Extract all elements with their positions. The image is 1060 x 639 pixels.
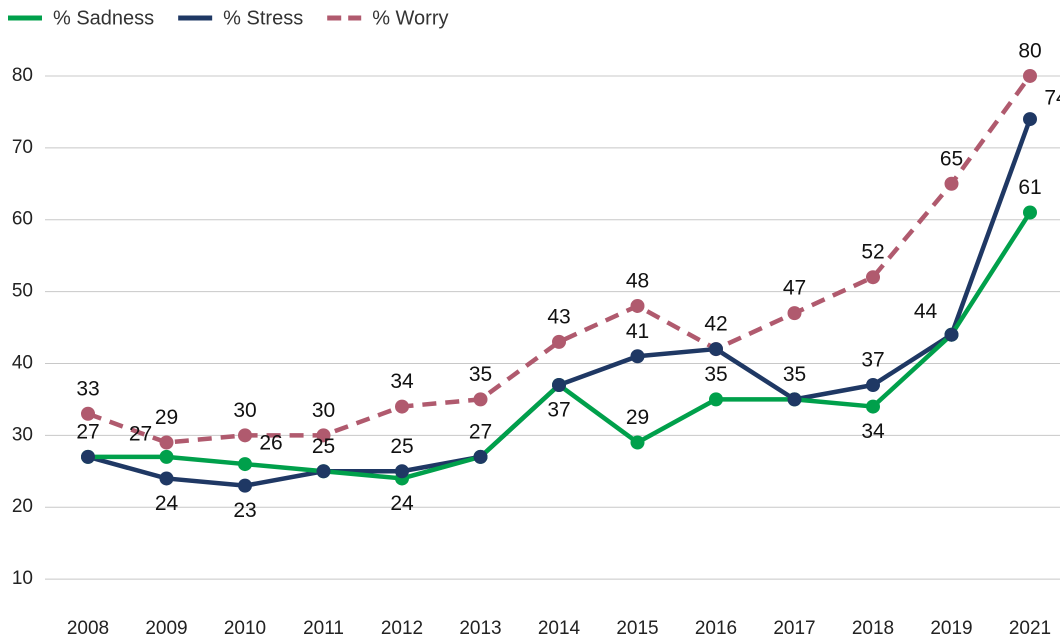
- x-tick-label: 2018: [852, 618, 894, 639]
- data-point: [709, 342, 723, 357]
- data-label: 43: [547, 305, 570, 328]
- data-label: 26: [259, 432, 282, 455]
- data-label: 29: [626, 406, 649, 429]
- data-label: 65: [940, 147, 963, 170]
- data-point: [159, 449, 174, 464]
- data-label: 30: [233, 399, 256, 422]
- data-label: 37: [547, 399, 570, 422]
- data-label: 41: [626, 320, 649, 343]
- data-point: [473, 392, 488, 407]
- data-point: [552, 334, 566, 349]
- data-point: [238, 478, 252, 493]
- x-tick-label: 2016: [695, 618, 737, 639]
- data-point: [81, 406, 95, 421]
- x-tick-label: 2011: [303, 618, 344, 639]
- data-label: 29: [155, 406, 178, 429]
- data-label: 23: [233, 499, 256, 522]
- data-label: 44: [914, 300, 938, 323]
- data-label: 35: [469, 363, 492, 386]
- legend-label: % Stress: [223, 7, 303, 29]
- data-point: [866, 399, 880, 414]
- legend-label: % Sadness: [53, 7, 154, 29]
- data-label: 52: [861, 241, 884, 264]
- y-tick-label: 40: [12, 352, 33, 373]
- data-label: 25: [390, 435, 413, 458]
- data-label: 47: [783, 277, 806, 300]
- x-tick-label: 2012: [381, 618, 423, 639]
- data-point: [866, 270, 880, 285]
- data-label: 35: [704, 363, 727, 386]
- data-point: [1023, 205, 1037, 220]
- data-point: [787, 306, 802, 321]
- data-label: 25: [312, 435, 335, 458]
- x-tick-label: 2021: [1009, 618, 1051, 639]
- data-point: [709, 392, 723, 407]
- x-tick-label: 2013: [459, 618, 501, 639]
- data-point: [630, 435, 645, 450]
- data-point: [316, 464, 331, 479]
- y-tick-label: 30: [12, 424, 33, 445]
- x-tick-label: 2015: [616, 618, 658, 639]
- y-tick-label: 60: [12, 209, 33, 230]
- data-point: [473, 449, 488, 464]
- data-point: [630, 349, 645, 364]
- x-tick-label: 2014: [538, 618, 581, 639]
- data-label: 61: [1018, 176, 1041, 199]
- data-point: [866, 378, 880, 392]
- data-point: [238, 428, 252, 443]
- y-tick-label: 50: [12, 281, 33, 302]
- data-label: 27: [129, 422, 152, 445]
- data-label: 33: [76, 377, 99, 400]
- data-point: [787, 392, 802, 407]
- x-tick-label: 2019: [930, 618, 972, 639]
- data-point: [159, 435, 174, 450]
- data-label: 74: [1044, 87, 1060, 110]
- y-tick-label: 10: [12, 568, 33, 589]
- legend-label: % Worry: [372, 7, 448, 29]
- data-point: [944, 327, 959, 342]
- x-tick-label: 2009: [145, 618, 187, 639]
- data-label: 34: [390, 370, 414, 393]
- data-point: [238, 457, 252, 472]
- data-label: 27: [469, 420, 492, 443]
- data-label: 37: [861, 349, 884, 372]
- series-line: [87, 118, 1033, 488]
- data-point: [1023, 112, 1037, 127]
- x-tick-label: 2017: [773, 618, 815, 639]
- data-point: [630, 298, 645, 313]
- data-point: [81, 449, 95, 464]
- data-label: 27: [76, 420, 99, 443]
- data-point: [552, 378, 566, 392]
- data-label: 42: [704, 313, 727, 336]
- data-point: [1023, 68, 1037, 83]
- data-point: [395, 464, 409, 479]
- data-label: 24: [390, 492, 414, 515]
- data-point: [944, 176, 959, 191]
- x-tick-label: 2010: [224, 618, 266, 639]
- data-point: [316, 428, 331, 443]
- x-tick-label: 2008: [67, 618, 109, 639]
- data-label: 48: [626, 269, 649, 292]
- y-tick-label: 20: [12, 496, 33, 517]
- data-label: 30: [312, 399, 335, 422]
- data-label: 24: [155, 492, 179, 515]
- data-label: 34: [861, 420, 885, 443]
- data-point: [159, 471, 174, 486]
- data-label: 35: [783, 363, 806, 386]
- y-tick-label: 80: [12, 65, 33, 86]
- y-tick-label: 70: [12, 137, 33, 158]
- data-point: [395, 399, 409, 414]
- data-label: 80: [1018, 39, 1041, 62]
